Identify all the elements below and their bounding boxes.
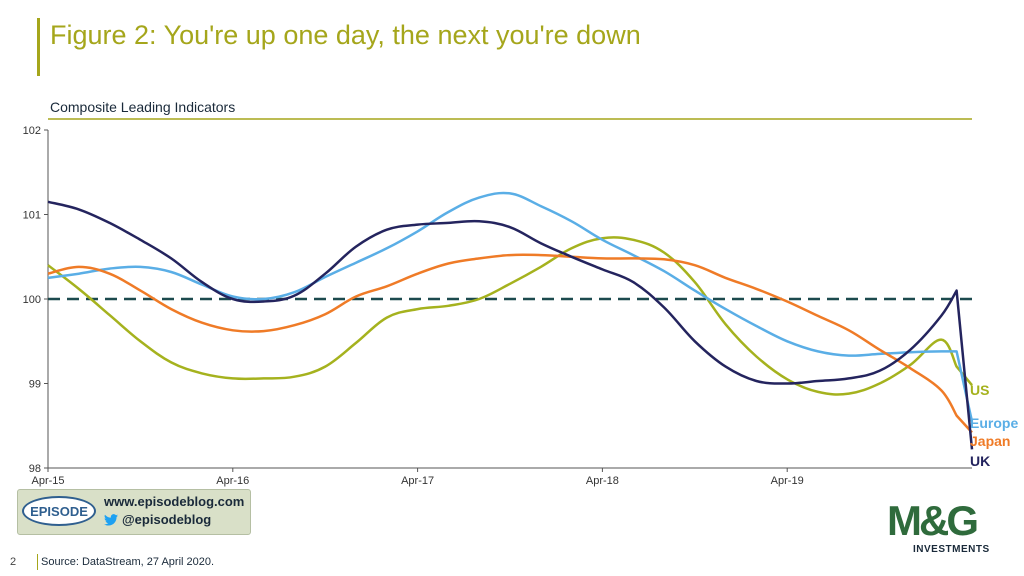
x-tick-label: Apr-16: [216, 475, 249, 487]
x-tick-group: Apr-15 Apr-16 Apr-17 Apr-18 Apr-19: [31, 468, 804, 487]
series-label-europe: Europe: [970, 415, 1018, 431]
y-tick-label: 101: [23, 210, 41, 222]
chart-subtitle: Composite Leading Indicators: [50, 99, 236, 115]
series-label-japan: Japan: [970, 433, 1010, 449]
y-tick-label: 99: [29, 379, 41, 391]
series-group: [47, 191, 974, 450]
episode-logo: EPISODE: [22, 496, 96, 526]
y-tick-label: 100: [23, 294, 41, 306]
y-tick-label: 98: [29, 463, 41, 475]
y-tick-group: 98 99 100 101 102: [23, 125, 48, 475]
page-number: 2: [10, 556, 17, 568]
title-accent-bar: [37, 18, 40, 76]
episode-handle: @episodeblog: [122, 512, 212, 527]
twitter-bird-icon: [104, 513, 118, 526]
series-label-uk: UK: [970, 453, 990, 469]
mg-logo-subtext: INVESTMENTS: [913, 544, 990, 555]
y-tick-label: 102: [23, 125, 41, 137]
x-tick-label: Apr-18: [586, 475, 619, 487]
source-note: Source: DataStream, 27 April 2020.: [41, 556, 215, 568]
series-line-uk: [47, 200, 974, 450]
series-label-us: US: [970, 382, 989, 398]
series-line-europe: [47, 191, 974, 422]
x-tick-label: Apr-17: [401, 475, 434, 487]
episode-handle-row: @episodeblog: [104, 512, 211, 527]
episode-url: www.episodeblog.com: [104, 494, 245, 509]
mg-investments-logo: M&G INVESTMENTS: [883, 500, 993, 560]
page-title: Figure 2: You're up one day, the next yo…: [50, 20, 641, 50]
series-label-group: US Europe Japan UK: [970, 382, 1018, 469]
x-tick-label: Apr-15: [31, 475, 64, 487]
x-tick-label: Apr-19: [771, 475, 804, 487]
series-line-japan: [47, 253, 973, 434]
series-line-us: [47, 236, 973, 396]
source-accent-bar: [37, 554, 38, 570]
mg-logo-mark: M&G: [887, 497, 979, 544]
episode-logo-box: EPISODE www.episodeblog.com @episodeblog: [17, 489, 251, 535]
